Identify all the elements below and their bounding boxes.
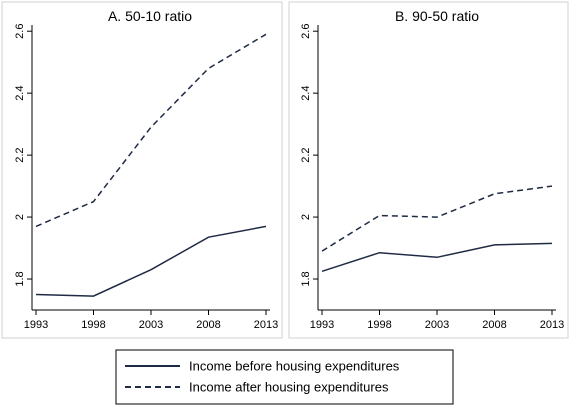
x-tick-label: 2008 <box>196 319 220 331</box>
series-after-housing-line <box>321 185 553 252</box>
panel-frame <box>288 1 569 339</box>
y-tick-label: 2 <box>14 214 26 220</box>
y-tick-label: 2 <box>300 214 312 220</box>
x-tick-label: 1998 <box>81 319 105 331</box>
x-tick-label: 2003 <box>425 319 449 331</box>
panel-title: B. 90-50 ratio <box>395 8 479 24</box>
series-before-housing-line <box>321 242 553 273</box>
x-tick-label: 2013 <box>254 319 278 331</box>
legend: Income before housing expenditures Income… <box>115 349 454 405</box>
legend-label: Income after housing expenditures <box>189 380 389 395</box>
panel-b: B. 90-50 ratio 1.8 2 2.2 2.4 2.6 1993 1998 2003 2… <box>288 1 569 339</box>
y-tick-label: 2.2 <box>14 147 26 162</box>
panel-title: A. 50-10 ratio <box>108 8 192 24</box>
x-tick-label: 1993 <box>24 319 48 331</box>
y-tick-label: 1.8 <box>300 271 312 286</box>
x-tick-label: 1998 <box>367 319 391 331</box>
series-after-housing-line <box>35 33 267 228</box>
panel-frame <box>1 1 283 339</box>
legend-label: Income before housing expenditures <box>189 359 400 374</box>
x-tick-label: 2008 <box>482 319 506 331</box>
y-tick-label: 2.4 <box>300 86 312 101</box>
y-tick-label: 2.6 <box>300 24 312 39</box>
y-tick-label: 2.6 <box>14 24 26 39</box>
x-tick-label: 1993 <box>310 319 334 331</box>
legend-box <box>115 349 454 405</box>
y-tick-label: 2.4 <box>14 86 26 101</box>
x-tick-label: 2003 <box>139 319 163 331</box>
y-tick-label: 2.2 <box>300 147 312 162</box>
series-before-housing-line <box>35 225 267 297</box>
panel-a: A. 50-10 ratio 1.8 2 2.2 2.4 2.6 1993 1998 2003 2… <box>1 1 283 339</box>
y-tick-label: 1.8 <box>14 271 26 286</box>
x-tick-label: 2013 <box>540 319 564 331</box>
